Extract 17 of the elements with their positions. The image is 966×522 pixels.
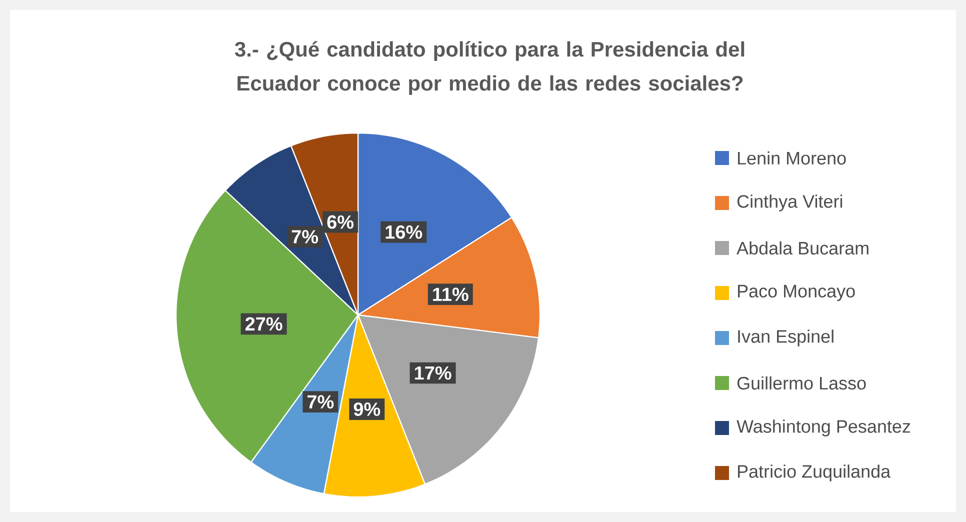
data-label: 7% xyxy=(292,230,318,244)
data-label: 9% xyxy=(354,402,380,416)
data-label: 17% xyxy=(414,366,452,380)
data-label: 11% xyxy=(433,288,468,302)
legend-label: Ivan Espinel xyxy=(738,330,834,346)
data-label: 7% xyxy=(308,395,334,409)
data-label: 27% xyxy=(245,317,282,331)
legend-label: Paco Moncayo xyxy=(738,284,855,302)
legend-label: Abdala Bucaram xyxy=(736,241,868,255)
legend-label: Guillermo Lasso xyxy=(737,376,866,390)
data-label: 16% xyxy=(386,225,422,239)
data-label: 6% xyxy=(327,215,354,229)
legend-label: Washintong Pesantez xyxy=(736,420,910,436)
legend-label: Lenin Moreno xyxy=(738,151,846,165)
legend-label: Cinthya Viteri xyxy=(737,194,842,212)
legend-label: Patricio Zuquilanda xyxy=(738,464,891,482)
chart-title: 3.- ¿Qué candidato político para la Presidencia del Ecuador conoce por medio de las redes sociales? xyxy=(234,41,744,95)
